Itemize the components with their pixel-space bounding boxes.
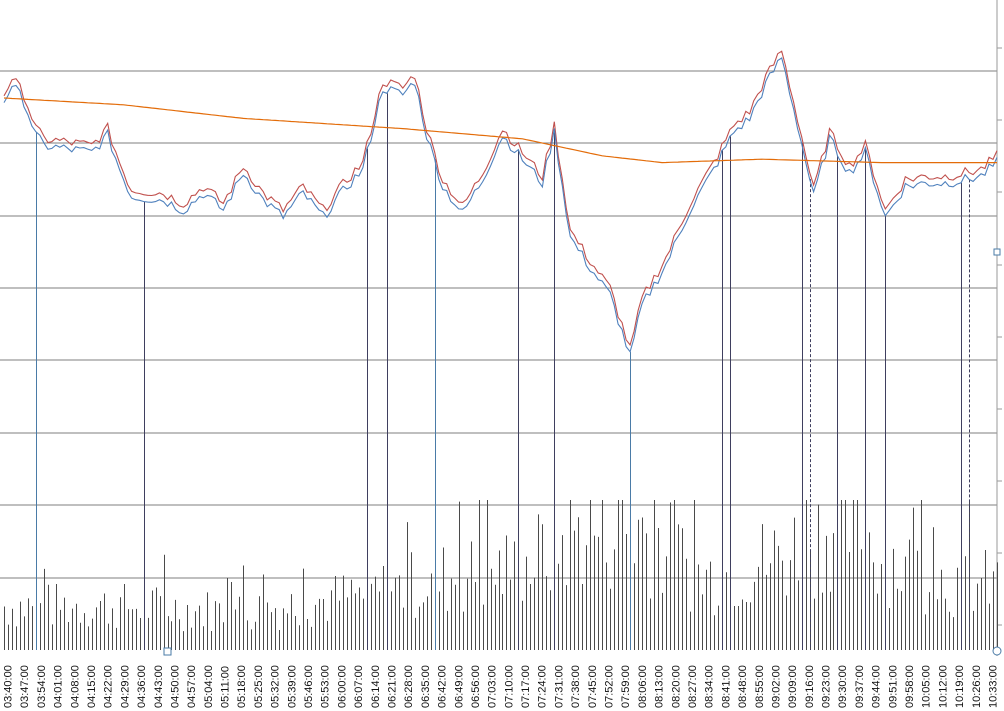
x-tick-label: 04:15:00: [86, 665, 98, 708]
x-tick-label: 04:08:00: [69, 665, 81, 708]
x-tick-label: 06:28:00: [403, 665, 415, 708]
x-tick-label: 06:35:00: [420, 665, 432, 708]
x-tick-label: 09:30:00: [837, 665, 849, 708]
x-tick-label: 07:52:00: [604, 665, 616, 708]
x-tick-label: 09:16:00: [804, 665, 816, 708]
x-tick-label: 04:43:00: [153, 665, 165, 708]
x-tick-label: 06:07:00: [353, 665, 365, 708]
series-high-line: [3, 50, 998, 347]
x-tick-label: 04:36:00: [136, 665, 148, 708]
x-tick-label: 08:20:00: [670, 665, 682, 708]
volume-series: [4, 500, 998, 650]
chart-controls[interactable]: [163, 248, 1002, 656]
x-tick-label: 08:06:00: [637, 665, 649, 708]
x-tick-label: 08:34:00: [704, 665, 716, 708]
x-tick-label: 04:22:00: [103, 665, 115, 708]
x-tick-label: 05:46:00: [303, 665, 315, 708]
x-tick-label: 09:02:00: [771, 665, 783, 708]
x-tick-label: 10:05:00: [921, 665, 933, 708]
x-tick-label: 07:10:00: [503, 665, 515, 708]
x-tick-label: 08:48:00: [737, 665, 749, 708]
x-tick-label: 03:54:00: [36, 665, 48, 708]
x-tick-label: 09:09:00: [787, 665, 799, 708]
x-tick-label: 08:27:00: [687, 665, 699, 708]
axis-resize-handle[interactable]: [993, 248, 1001, 256]
x-tick-label: 06:14:00: [370, 665, 382, 708]
x-tick-label: 09:23:00: [821, 665, 833, 708]
x-tick-label: 04:50:00: [169, 665, 181, 708]
x-tick-label: 06:42:00: [437, 665, 449, 708]
x-tick-label: 05:39:00: [286, 665, 298, 708]
x-tick-label: 07:45:00: [587, 665, 599, 708]
x-tick-label: 08:13:00: [654, 665, 666, 708]
x-tick-label: 06:00:00: [336, 665, 348, 708]
x-tick-label: 05:11:00: [220, 666, 232, 708]
moving-average-line: [3, 97, 997, 164]
x-tick-label: 10:26:00: [971, 665, 983, 708]
series-low-line: [3, 57, 998, 353]
x-tick-label: 05:53:00: [320, 665, 332, 708]
x-tick-label: 04:01:00: [53, 665, 65, 708]
x-tick-label: 06:49:00: [453, 665, 465, 708]
gridlines: [0, 0, 1002, 656]
x-axis: 03:40:00 03:47:00 03:54:00 04:01:00 04:08:00…: [3, 665, 1000, 708]
x-tick-label: 06:56:00: [470, 665, 482, 708]
x-tick-label: 05:18:00: [236, 665, 248, 708]
x-tick-label: 10:33:00: [988, 665, 1000, 708]
scroll-handle[interactable]: [163, 647, 172, 656]
x-tick-label: 04:57:00: [186, 665, 198, 708]
x-tick-label: 08:41:00: [720, 665, 732, 708]
x-tick-label: 07:24:00: [537, 665, 549, 708]
corner-handle[interactable]: [992, 646, 1002, 656]
x-tick-label: 03:40:00: [3, 665, 15, 708]
x-tick-label: 05:32:00: [270, 665, 282, 708]
x-tick-label: 09:44:00: [871, 665, 883, 708]
x-tick-label: 07:38:00: [570, 665, 582, 708]
x-tick-label: 09:51:00: [887, 665, 899, 708]
x-tick-label: 07:03:00: [487, 665, 499, 708]
x-tick-label: 07:59:00: [620, 665, 632, 708]
x-tick-label: 06:21:00: [387, 665, 399, 708]
x-tick-label: 05:25:00: [253, 665, 265, 708]
x-tick-label: 10:19:00: [954, 665, 966, 708]
x-tick-label: 09:58:00: [904, 665, 916, 708]
x-tick-label: 07:31:00: [553, 665, 565, 708]
x-tick-label: 03:47:00: [19, 665, 31, 708]
x-tick-label: 05:04:00: [203, 665, 215, 708]
price-series: [3, 50, 998, 353]
x-tick-label: 10:12:00: [937, 665, 949, 708]
x-tick-label: 08:55:00: [754, 665, 766, 708]
x-tick-label: 04:29:00: [119, 665, 131, 708]
x-tick-label: 07:17:00: [520, 665, 532, 708]
signal-markers: [36, 93, 970, 650]
x-tick-label: 09:37:00: [854, 665, 866, 708]
